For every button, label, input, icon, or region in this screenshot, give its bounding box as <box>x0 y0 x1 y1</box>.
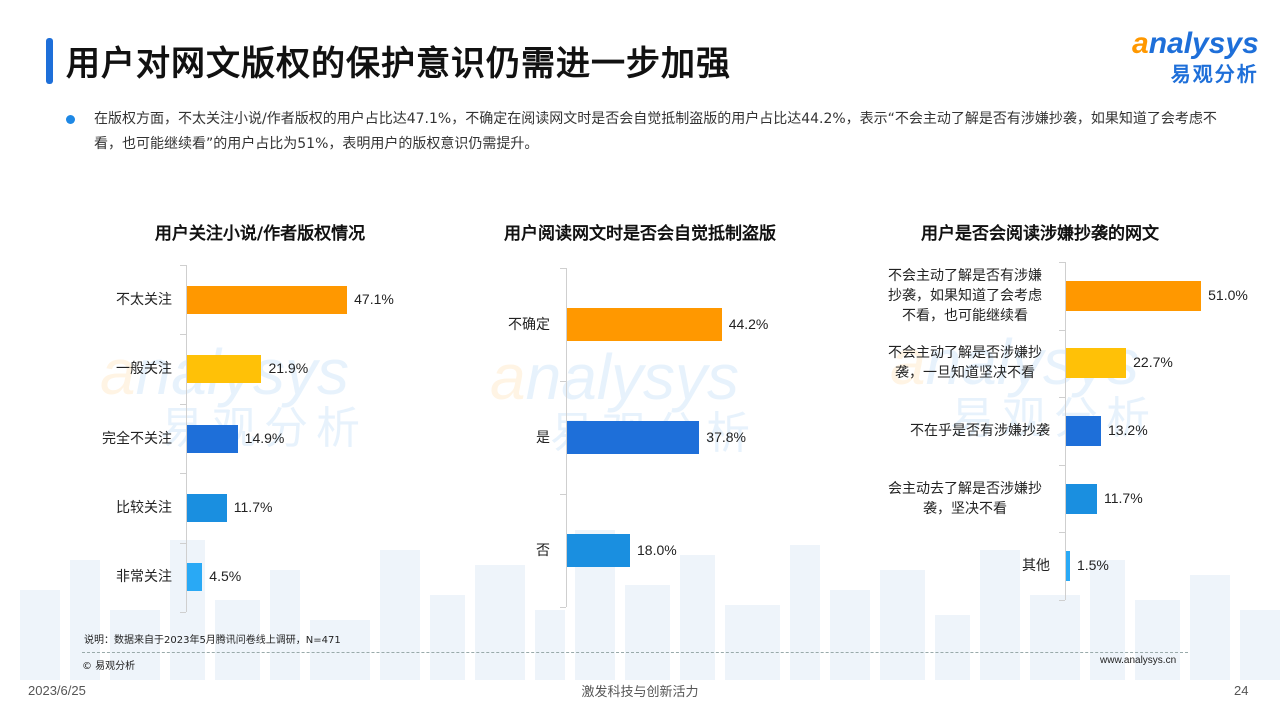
axis-tick <box>180 612 186 613</box>
category-label: 是 <box>536 429 550 446</box>
logo-chinese-name: 易观分析 <box>1170 62 1259 86</box>
bar <box>187 563 203 592</box>
category-label: 否 <box>536 542 550 559</box>
axis-tick <box>180 473 186 475</box>
data-label: 22.7% <box>1133 354 1173 371</box>
category-label: 会主动去了解是否涉嫌抄 袭，坚决不看 <box>860 479 1050 519</box>
data-label: 4.5% <box>209 568 242 585</box>
bar <box>1066 416 1101 446</box>
chart-title: 用户关注小说/作者版权情况 <box>154 224 366 244</box>
bar <box>1066 551 1070 582</box>
category-label: 不太关注 <box>116 291 172 308</box>
category-label-line: 不会主动了解是否涉嫌抄 <box>888 345 1042 362</box>
chart-axis <box>1065 262 1066 600</box>
axis-tick <box>560 494 566 495</box>
data-label: 47.1% <box>354 290 394 307</box>
category-label: 完全不关注 <box>102 430 172 447</box>
axis-tick <box>1059 464 1065 466</box>
category-label: 比较关注 <box>116 499 172 516</box>
data-label: 1.5% <box>1076 557 1109 574</box>
bar <box>1066 483 1097 514</box>
category-label: 不确定 <box>508 316 550 333</box>
axis-tick <box>180 334 186 336</box>
axis-tick <box>1059 397 1065 399</box>
title-accent-bar <box>46 38 53 84</box>
axis-tick <box>180 542 186 544</box>
axis-tick <box>1059 532 1065 534</box>
data-label: 18.0% <box>637 541 677 558</box>
category-label: 其他 <box>860 556 1050 576</box>
intro-paragraph: 在版权方面，不太关注小说/作者版权的用户占比达47.1%，不确定在阅读网文时是否… <box>94 111 1217 152</box>
data-label: 37.8% <box>706 428 746 445</box>
page-number: 24 <box>1234 683 1249 698</box>
category-label-line: 其他 <box>1022 558 1050 575</box>
category-label-line: 不会主动了解是否有涉嫌 <box>888 267 1042 284</box>
data-label: 44.2% <box>728 315 769 332</box>
logo-wordmark: nalysys <box>1148 27 1259 60</box>
chart-title: 用户是否会阅读涉嫌抄袭的网文 <box>921 224 1159 244</box>
bar <box>567 534 630 567</box>
axis-tick <box>1059 262 1065 263</box>
category-label: 不会主动了解是否有涉嫌 抄袭，如果知道了会考虑 不看，也可能继续看 <box>860 266 1050 326</box>
axis-tick <box>1059 329 1065 331</box>
axis-tick <box>180 403 186 405</box>
bar <box>187 285 348 314</box>
category-label-line: 袭，坚决不看 <box>923 500 1007 517</box>
category-label-line: 袭，一旦知道坚决不看 <box>895 365 1035 382</box>
data-label: 51.0% <box>1208 286 1248 303</box>
category-label: 不会主动了解是否涉嫌抄 袭，一旦知道坚决不看 <box>860 343 1050 383</box>
bar <box>1066 348 1127 379</box>
footer-divider <box>82 652 1188 653</box>
bullet-dot-icon <box>66 115 75 124</box>
bar <box>567 421 700 454</box>
source-note: 说明：数据来自于2023年5月腾讯问卷线上调研，N=471 <box>84 635 341 646</box>
data-label: 14.9% <box>244 429 285 446</box>
bar <box>187 493 227 522</box>
website-url: www.analysys.cn <box>1100 655 1177 666</box>
category-label-line: 不在乎是否有涉嫌抄袭 <box>910 423 1050 439</box>
axis-tick <box>560 381 566 382</box>
logo-accent-letter: a <box>1132 27 1149 60</box>
axis-tick <box>560 607 566 608</box>
bar <box>187 355 262 384</box>
axis-tick <box>1059 600 1065 601</box>
copyright-text: © 易观分析 <box>82 661 136 672</box>
page-title: 用户对网文版权的保护意识仍需进一步加强 <box>66 44 731 84</box>
data-label: 13.2% <box>1107 422 1148 438</box>
axis-tick <box>560 268 566 269</box>
category-label-line: 不看，也可能继续看 <box>902 307 1028 324</box>
category-label: 一般关注 <box>116 361 172 378</box>
footer-slogan: 激发科技与创新活力 <box>581 685 699 700</box>
axis-tick <box>180 265 186 266</box>
footer-date: 2023/6/25 <box>28 683 86 698</box>
category-label-line: 抄袭，如果知道了会考虑 <box>888 287 1042 304</box>
category-label-line: 会主动去了解是否涉嫌抄 <box>888 480 1042 497</box>
data-label: 11.7% <box>1104 489 1143 506</box>
category-label: 非常关注 <box>116 569 172 586</box>
bar <box>567 308 722 341</box>
data-label: 11.7% <box>233 498 273 515</box>
bar <box>187 424 238 453</box>
data-label: 21.9% <box>268 360 309 377</box>
category-label: 不在乎是否有涉嫌抄袭 <box>860 421 1050 441</box>
chart-title: 用户阅读网文时是否会自觉抵制盗版 <box>504 224 776 244</box>
brand-logo: analysys 易观分析 <box>1132 28 1259 88</box>
chart-axis <box>566 268 567 607</box>
chart-axis <box>186 265 187 612</box>
bar <box>1066 280 1202 311</box>
